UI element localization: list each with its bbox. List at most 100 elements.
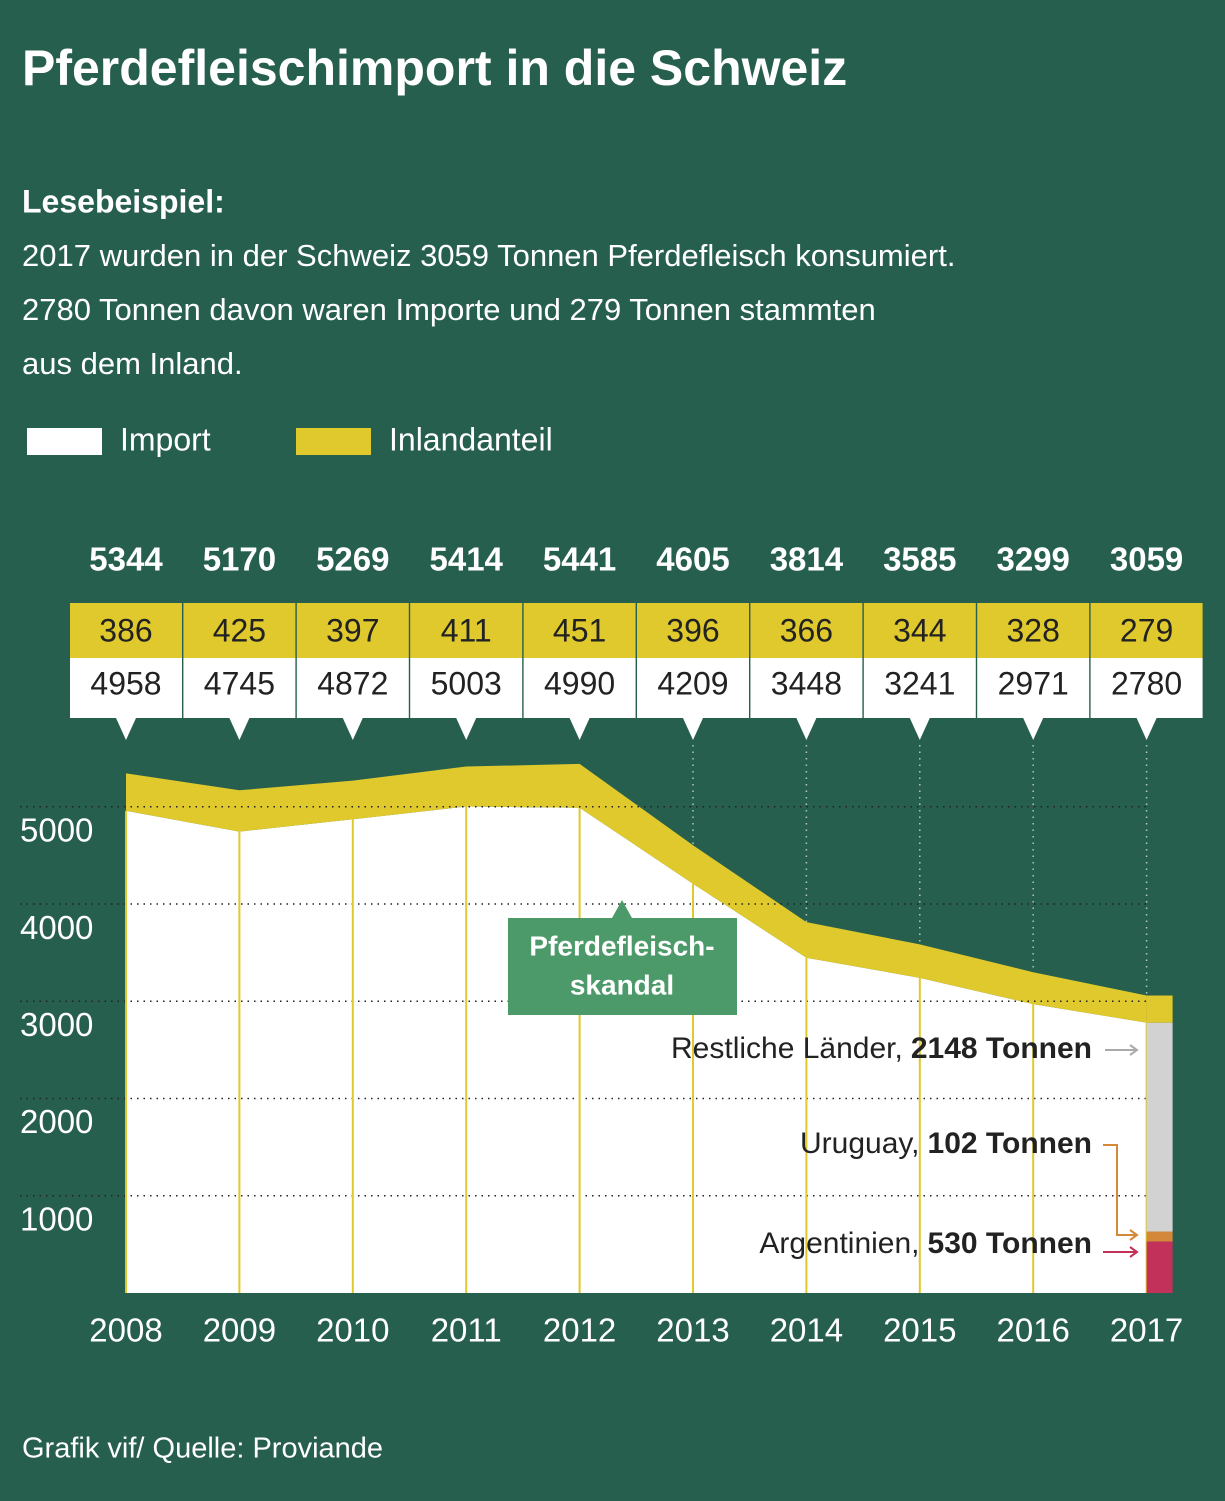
breakdown-segment <box>1146 1241 1173 1293</box>
breakdown-name: Restliche Länder, <box>671 1032 903 1065</box>
callout-top <box>863 603 976 658</box>
callout-pointer <box>342 718 363 740</box>
value-label: 3241 <box>884 665 955 701</box>
callout-bottom <box>637 658 749 718</box>
breakdown-label: Uruguay, 102 Tonnen <box>800 1127 1092 1160</box>
description: 2017 wurden in der Schweiz 3059 Tonnen P… <box>22 238 955 273</box>
callout-bottom <box>750 658 863 718</box>
total-label: 5269 <box>316 541 389 578</box>
value-label: 366 <box>780 612 833 648</box>
breakdown-inland <box>1146 995 1173 1023</box>
breakdown-value: 2148 Tonnen <box>911 1032 1092 1065</box>
value-label: 386 <box>99 612 152 648</box>
callout-top <box>296 603 409 658</box>
callout-bottom <box>1090 658 1203 718</box>
callout-bottom <box>863 658 976 718</box>
total-label: 5414 <box>429 541 503 578</box>
breakdown-name: Argentinien, <box>759 1227 919 1260</box>
x-tick-label: 2010 <box>316 1312 389 1349</box>
total-label: 5441 <box>543 541 616 578</box>
footer: Grafik vif/ Quelle: Proviande <box>22 1433 383 1465</box>
legend-swatch <box>296 428 371 455</box>
breakdown-name: Uruguay, <box>800 1127 920 1160</box>
total-label: 3299 <box>996 541 1069 578</box>
value-label: 328 <box>1007 612 1060 648</box>
annotation-box <box>508 900 737 1015</box>
callout-top <box>637 603 749 658</box>
total-label: 3059 <box>1110 541 1183 578</box>
value-label: 451 <box>553 612 606 648</box>
value-label: 344 <box>893 612 946 648</box>
value-label: 5003 <box>431 665 502 701</box>
callout-top <box>183 603 296 658</box>
breakdown-value: 530 Tonnen <box>928 1227 1092 1260</box>
legend-label: Inlandanteil <box>389 421 553 457</box>
arrow <box>1105 1044 1139 1056</box>
value-label: 425 <box>213 612 266 648</box>
callout-bottom <box>523 658 636 718</box>
total-label: 5170 <box>203 541 276 578</box>
value-label: 3448 <box>771 665 842 701</box>
breakdown-value: 102 Tonnen <box>928 1127 1092 1160</box>
description: aus dem Inland. <box>22 346 243 381</box>
value-label: 4958 <box>90 665 161 701</box>
description: 2780 Tonnen davon waren Importe und 279 … <box>22 292 876 327</box>
breakdown-segment <box>1146 1231 1173 1242</box>
callout-pointer <box>229 718 250 740</box>
breakdown-label: Restliche Länder, 2148 Tonnen <box>671 1032 1092 1065</box>
y-tick-label: 1000 <box>20 1200 93 1237</box>
total-label: 4605 <box>656 541 729 578</box>
callout-bottom <box>183 658 296 718</box>
callout-pointer <box>796 718 817 740</box>
value-label: 411 <box>441 612 492 648</box>
callout-top <box>750 603 863 658</box>
legend-label: Import <box>120 421 211 457</box>
y-tick-label: 5000 <box>20 812 93 849</box>
x-tick-label: 2011 <box>431 1312 502 1349</box>
callout-top <box>70 603 182 658</box>
x-tick-label: 2013 <box>656 1312 729 1349</box>
value-label: 2971 <box>998 665 1069 701</box>
x-tick-label: 2008 <box>89 1312 162 1349</box>
value-label: 2780 <box>1111 665 1182 701</box>
arrow <box>1103 1246 1139 1258</box>
x-tick-label: 2017 <box>1110 1312 1183 1349</box>
breakdown-label: Argentinien, 530 Tonnen <box>759 1227 1092 1260</box>
value-label: 4990 <box>544 665 615 701</box>
subtitle: Lesebeispiel: <box>22 183 225 219</box>
x-tick-label: 2012 <box>543 1312 616 1349</box>
legend-swatch <box>27 428 102 455</box>
breakdown-segment <box>1146 1022 1173 1232</box>
callout-top <box>977 603 1090 658</box>
callout-top <box>1090 603 1203 658</box>
area-inland <box>126 763 1147 1023</box>
total-label: 3814 <box>770 541 844 578</box>
total-label: 5344 <box>89 541 163 578</box>
callout-top <box>410 603 523 658</box>
area-import <box>126 806 1147 1293</box>
x-tick-label: 2009 <box>203 1312 276 1349</box>
callout-top <box>523 603 636 658</box>
arrow <box>1103 1144 1139 1241</box>
callout-bottom <box>977 658 1090 718</box>
callout-pointer <box>569 718 590 740</box>
total-label: 3585 <box>883 541 956 578</box>
callout-pointer <box>456 718 477 740</box>
callout-bottom <box>296 658 409 718</box>
value-label: 397 <box>326 612 379 648</box>
y-tick-label: 2000 <box>20 1103 93 1140</box>
callout-pointer <box>1136 718 1157 740</box>
x-tick-label: 2015 <box>883 1312 956 1349</box>
value-label: 396 <box>666 612 719 648</box>
callout-pointer <box>1023 718 1044 740</box>
callout-pointer <box>683 718 703 740</box>
callout-pointer <box>116 718 136 740</box>
annotation-text: skandal <box>570 969 674 1000</box>
value-label: 4872 <box>317 665 388 701</box>
y-tick-label: 3000 <box>20 1006 93 1043</box>
x-tick-label: 2016 <box>996 1312 1069 1349</box>
y-tick-label: 4000 <box>20 909 93 946</box>
callout-pointer <box>909 718 930 740</box>
callout-bottom <box>70 658 182 718</box>
